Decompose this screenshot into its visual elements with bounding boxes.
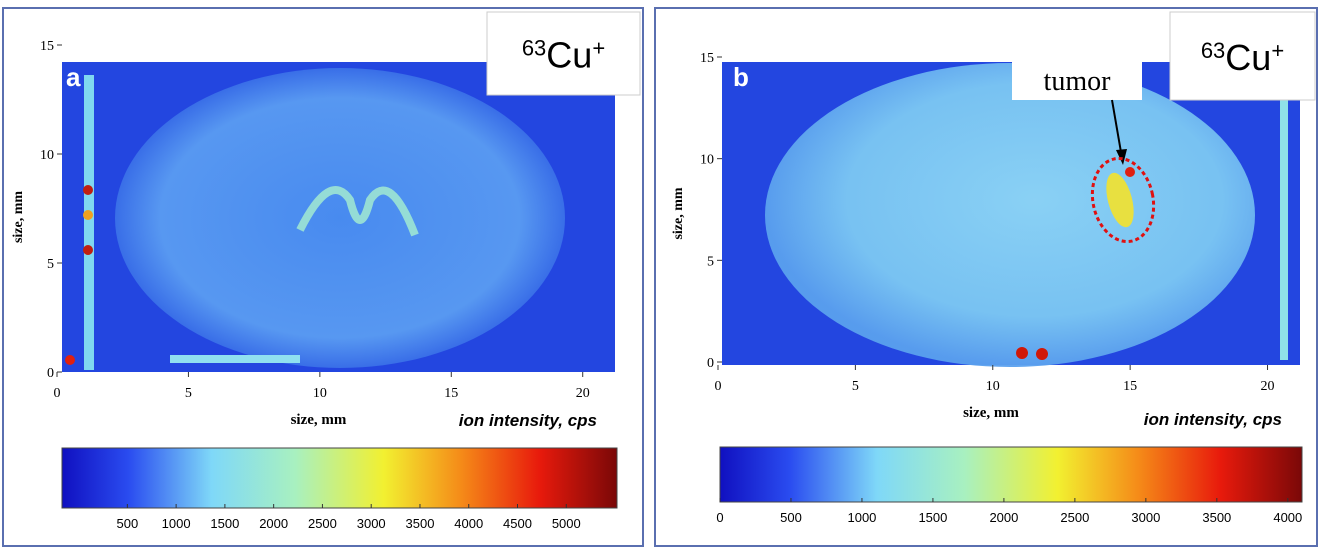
hotspot [65, 355, 75, 365]
colorbar-tick-label: 3500 [1202, 510, 1231, 525]
colorbar-tick-label: 4000 [454, 516, 483, 531]
hotspot [1125, 167, 1135, 177]
colorbar-tick-label: 0 [716, 510, 723, 525]
colorbar-tick-label: 3000 [357, 516, 386, 531]
y-tick-label: 5 [707, 254, 714, 269]
edge-signal [170, 355, 300, 363]
colorbar-tick-label: 2500 [308, 516, 337, 531]
edge-signal [1280, 100, 1288, 360]
y-tick-label: 10 [40, 148, 54, 163]
y-axis-label: size, mm [11, 191, 26, 243]
colorbar-tick-label: 5000 [552, 516, 581, 531]
colorbar-tick-label: 4500 [503, 516, 532, 531]
hotspot [83, 245, 93, 255]
isotope-charge: + [1271, 38, 1284, 63]
colorbar-tick-label: 1000 [162, 516, 191, 531]
y-tick-label: 15 [700, 51, 714, 66]
y-tick-label: 0 [707, 356, 714, 371]
y-tick-label: 5 [47, 257, 54, 272]
x-tick-label: 15 [1123, 379, 1137, 394]
x-tick-label: 5 [185, 386, 192, 401]
tissue [765, 63, 1255, 367]
x-tick-label: 5 [852, 379, 859, 394]
colorbar [62, 448, 617, 508]
hotspot [83, 185, 93, 195]
x-tick-label: 10 [986, 379, 1000, 394]
y-tick-label: 10 [700, 153, 714, 168]
colorbar-title: ion intensity, cps [1144, 410, 1282, 429]
colorbar-tick-label: 2500 [1060, 510, 1089, 525]
isotope-charge: + [592, 35, 605, 60]
isotope-mass: 63 [522, 35, 546, 60]
x-tick-label: 0 [715, 379, 722, 394]
hotspot [1016, 347, 1028, 359]
figure: 05101520051015size, mmsize, mm63Cu+aion … [0, 0, 1320, 549]
isotope-element: Cu [546, 35, 592, 76]
colorbar-tick-label: 3000 [1131, 510, 1160, 525]
x-axis-label: size, mm [963, 405, 1019, 421]
colorbar-tick-label: 1000 [847, 510, 876, 525]
x-tick-label: 20 [576, 386, 590, 401]
colorbar-tick-label: 3500 [406, 516, 435, 531]
colorbar [720, 447, 1302, 502]
colorbar-tick-label: 2000 [259, 516, 288, 531]
colorbar-tick-label: 1500 [918, 510, 947, 525]
hotspot [83, 210, 93, 220]
colorbar-tick-label: 2000 [989, 510, 1018, 525]
hotspot [1036, 348, 1048, 360]
tissue [115, 68, 565, 368]
y-tick-label: 15 [40, 39, 54, 54]
isotope-mass: 63 [1201, 38, 1225, 63]
colorbar-tick-label: 1500 [210, 516, 239, 531]
annotation: tumor [1044, 66, 1112, 97]
x-tick-label: 10 [313, 386, 327, 401]
colorbar-tick-label: 500 [116, 516, 138, 531]
y-tick-label: 0 [47, 366, 54, 381]
y-axis-label: size, mm [671, 187, 686, 239]
colorbar-title: ion intensity, cps [459, 411, 597, 430]
panel-letter: b [733, 62, 749, 92]
isotope-element: Cu [1225, 37, 1271, 78]
colorbar-tick-label: 4000 [1273, 510, 1302, 525]
x-axis-label: size, mm [291, 412, 347, 428]
x-tick-label: 20 [1261, 379, 1275, 394]
x-tick-label: 15 [444, 386, 458, 401]
edge-signal [84, 75, 94, 370]
colorbar-tick-label: 500 [780, 510, 802, 525]
x-tick-label: 0 [54, 386, 61, 401]
panel-letter: a [66, 62, 81, 92]
